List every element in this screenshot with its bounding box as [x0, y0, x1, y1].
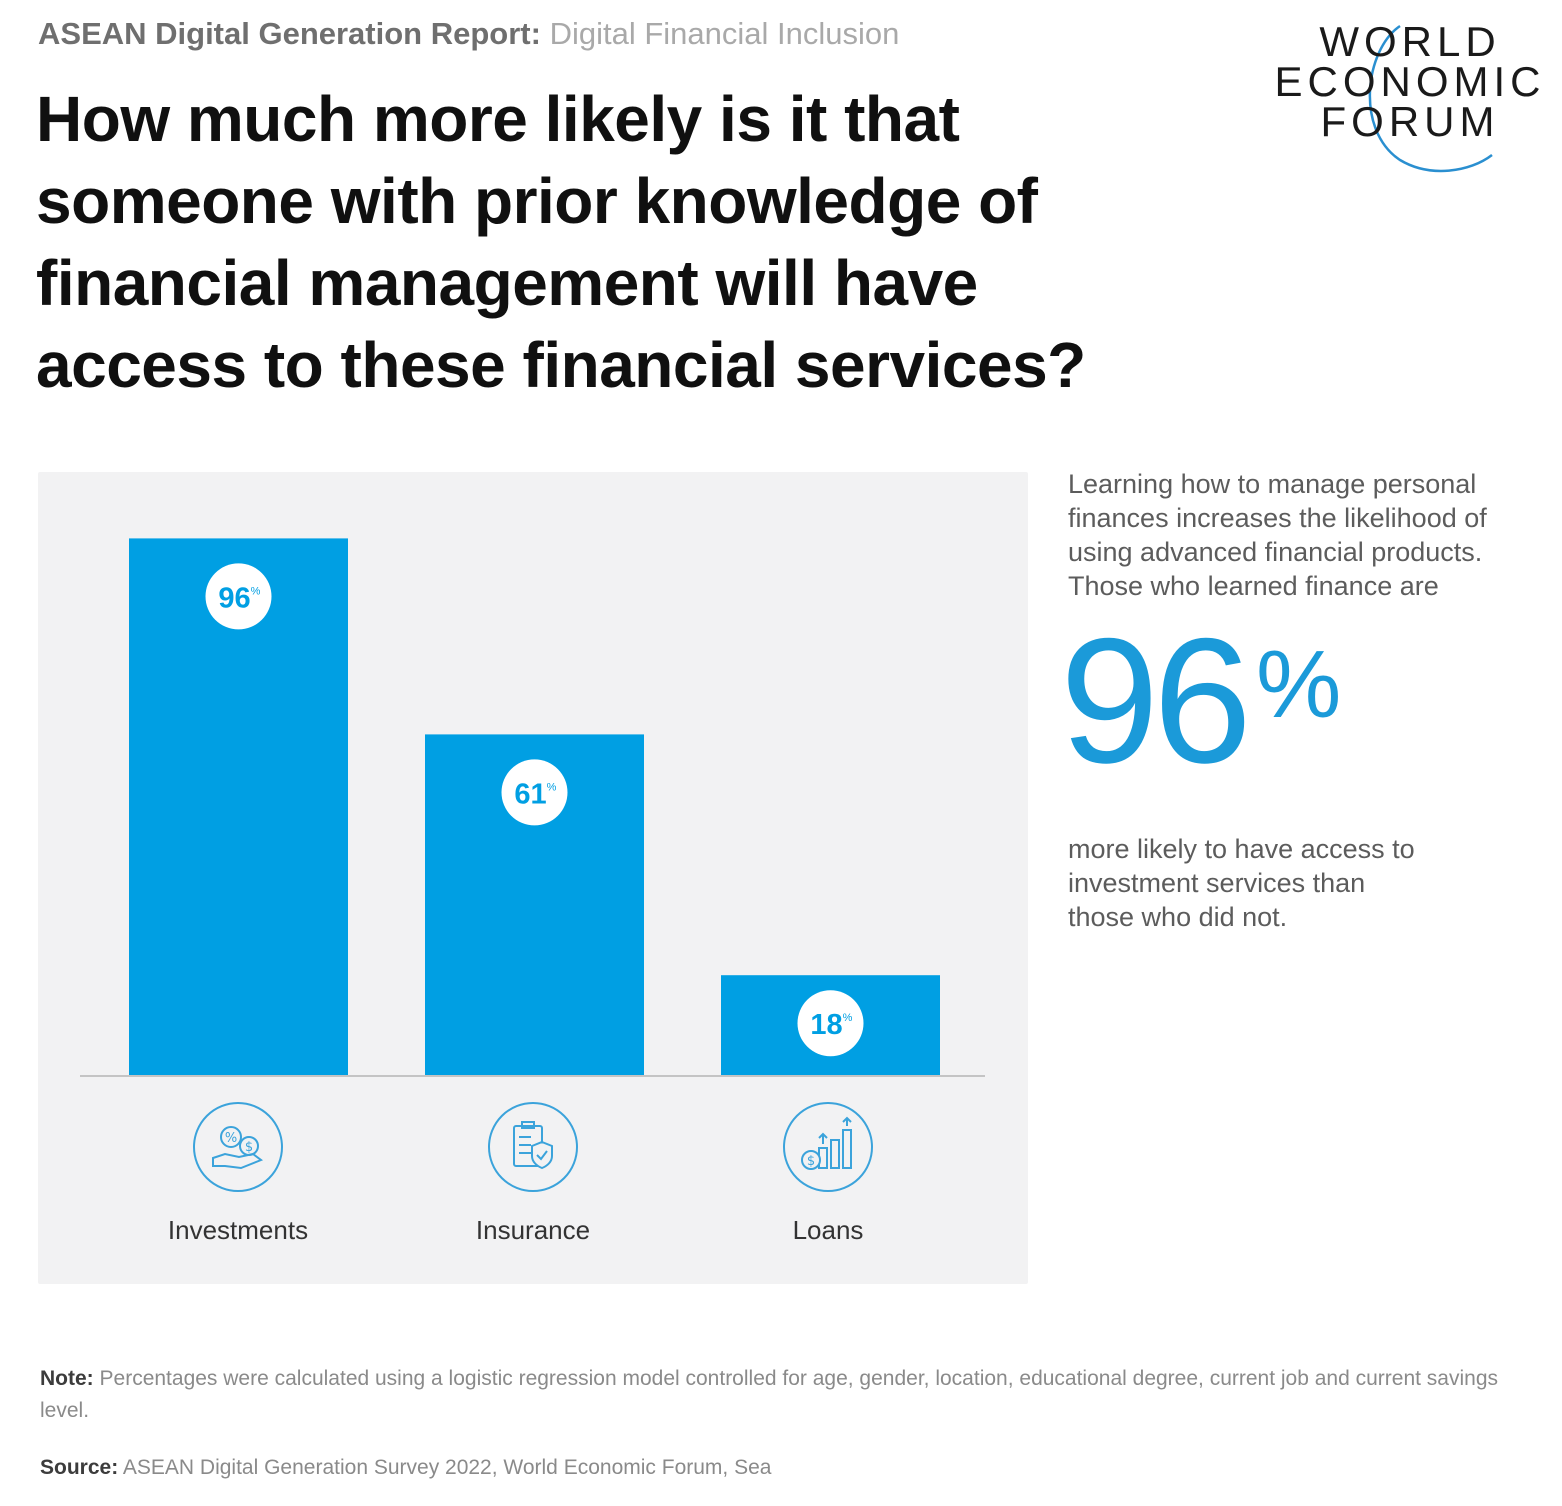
- note-label: Note:: [40, 1367, 94, 1390]
- category-label-loans: Loans: [792, 1215, 864, 1245]
- value-label-investments: 96: [218, 582, 250, 614]
- report-name: ASEAN Digital Generation Report:: [38, 16, 541, 51]
- footnote-source: Source: ASEAN Digital Generation Survey …: [40, 1452, 771, 1484]
- logo-word-economic: ECONOMIC: [1274, 58, 1546, 105]
- value-badge-investments: [205, 563, 272, 630]
- value-unit-investments: %: [251, 585, 261, 597]
- footnote-note: Note: Percentages were calculated using …: [40, 1363, 1530, 1427]
- value-unit-loans: %: [843, 1012, 853, 1024]
- value-label-loans: 18: [810, 1009, 842, 1041]
- category-label-investments: Investments: [167, 1215, 309, 1245]
- wef-logo-arc: [1368, 24, 1493, 173]
- value-badge-loans: [797, 990, 864, 1057]
- note-text: Percentages were calculated using a logi…: [40, 1367, 1499, 1422]
- side-intro-text: Learning how to manage personal finances…: [1068, 469, 1487, 601]
- svg-text:$: $: [245, 1140, 253, 1155]
- svg-text:%: %: [225, 1131, 237, 1146]
- page-title: How much more likely is it that someone …: [36, 83, 1086, 401]
- highlight-stat-unit: %: [1256, 631, 1342, 738]
- highlight-stat-number: 96: [1060, 601, 1252, 800]
- value-badge-insurance: [501, 759, 568, 826]
- logo-word-forum: FORUM: [1320, 98, 1500, 145]
- logo-word-world: WORLD: [1319, 18, 1501, 65]
- wef-logo: WORLD ECONOMIC FORUM: [1270, 10, 1550, 180]
- loans-growth-coins-icon: $: [783, 1102, 873, 1192]
- value-label-insurance: 61: [514, 778, 546, 810]
- category-label-insurance: Insurance: [475, 1215, 591, 1245]
- value-unit-insurance: %: [547, 781, 557, 793]
- insurance-checklist-shield-icon: [488, 1102, 578, 1192]
- source-text: ASEAN Digital Generation Survey 2022, Wo…: [122, 1456, 772, 1479]
- source-label: Source:: [40, 1456, 119, 1479]
- svg-text:$: $: [807, 1154, 815, 1169]
- highlight-stat: 96%: [1060, 612, 1341, 790]
- investment-hand-coins-icon: % $: [193, 1102, 283, 1192]
- report-kicker: ASEAN Digital Generation Report: Digital…: [38, 16, 899, 52]
- report-section: Digital Financial Inclusion: [549, 16, 900, 51]
- side-outro-text: more likely to have access to investment…: [1068, 834, 1415, 932]
